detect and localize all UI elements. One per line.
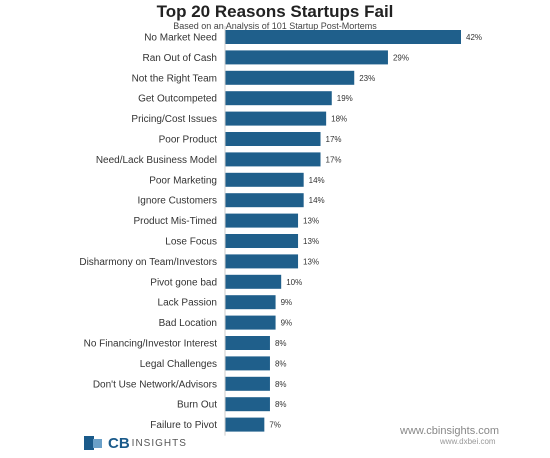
watermark-text: www.cbinsights.com [400, 425, 500, 437]
value-label: 7% [269, 421, 281, 430]
category-label: Lack Passion [158, 298, 217, 309]
value-label: 8% [275, 400, 287, 409]
category-label: Poor Marketing [149, 175, 217, 186]
chart-title: Top 20 Reasons Startups Fail [156, 2, 394, 21]
bar [225, 213, 299, 228]
category-label: Ran Out of Cash [143, 53, 217, 64]
value-label: 14% [309, 196, 325, 205]
category-label: Pricing/Cost Issues [131, 114, 217, 125]
category-label: Failure to Pivot [150, 420, 217, 431]
value-label: 17% [326, 135, 342, 144]
bar [225, 91, 332, 106]
value-label: 9% [281, 319, 293, 328]
category-label: Disharmony on Team/Investors [79, 257, 217, 268]
cb-insights-logo: CB INSIGHTS [84, 434, 187, 452]
value-label: 17% [326, 155, 342, 164]
value-label: 19% [337, 94, 353, 103]
category-label: No Financing/Investor Interest [84, 339, 218, 350]
category-label: Pivot gone bad [150, 277, 217, 288]
bar [225, 315, 276, 330]
bar [225, 152, 321, 167]
logo-insights-text: INSIGHTS [131, 437, 187, 449]
category-label: Need/Lack Business Model [96, 155, 217, 166]
value-label: 14% [309, 176, 325, 185]
chart-subtitle: Based on an Analysis of 101 Startup Post… [173, 21, 377, 31]
category-label: Poor Product [159, 135, 218, 146]
bar [225, 376, 270, 391]
bar [225, 274, 282, 289]
bar [225, 397, 270, 412]
bar [225, 417, 265, 432]
bar [225, 172, 304, 187]
value-label: 8% [275, 339, 287, 348]
category-label: Lose Focus [165, 237, 217, 248]
bar [225, 50, 388, 65]
watermark-sub-text: www.dxbei.com [440, 437, 496, 446]
bar [225, 356, 270, 371]
value-label: 8% [275, 359, 287, 368]
bar [225, 336, 270, 350]
value-label: 18% [331, 115, 347, 124]
bar [225, 30, 461, 44]
bar [225, 70, 355, 85]
category-label: No Market Need [144, 33, 217, 44]
value-label: 9% [281, 298, 293, 307]
bar [225, 295, 276, 310]
bar [225, 234, 299, 248]
bar [225, 111, 327, 126]
value-label: 42% [466, 33, 482, 42]
category-label: Don't Use Network/Advisors [93, 379, 217, 390]
watermark: www.cbinsights.com www.dxbei.com [400, 425, 499, 446]
category-label: Legal Challenges [140, 359, 217, 370]
bar [225, 132, 321, 146]
value-label: 8% [275, 380, 287, 389]
value-label: 10% [286, 278, 302, 287]
category-label: Get Outcompeted [138, 94, 217, 105]
value-label: 29% [393, 53, 409, 62]
value-label: 13% [303, 237, 319, 246]
value-label: 13% [303, 217, 319, 226]
value-label: 13% [303, 257, 319, 266]
category-label: Ignore Customers [138, 196, 217, 207]
category-label: Not the Right Team [132, 73, 217, 84]
bar [225, 254, 299, 269]
category-label: Product Mis-Timed [133, 216, 217, 227]
bar [225, 193, 304, 208]
cb-insights-logo-icon [84, 434, 106, 452]
logo-cb-text: CB [108, 434, 130, 452]
value-label: 23% [359, 74, 375, 83]
category-label: Bad Location [159, 318, 217, 329]
category-label: Burn Out [177, 400, 217, 411]
